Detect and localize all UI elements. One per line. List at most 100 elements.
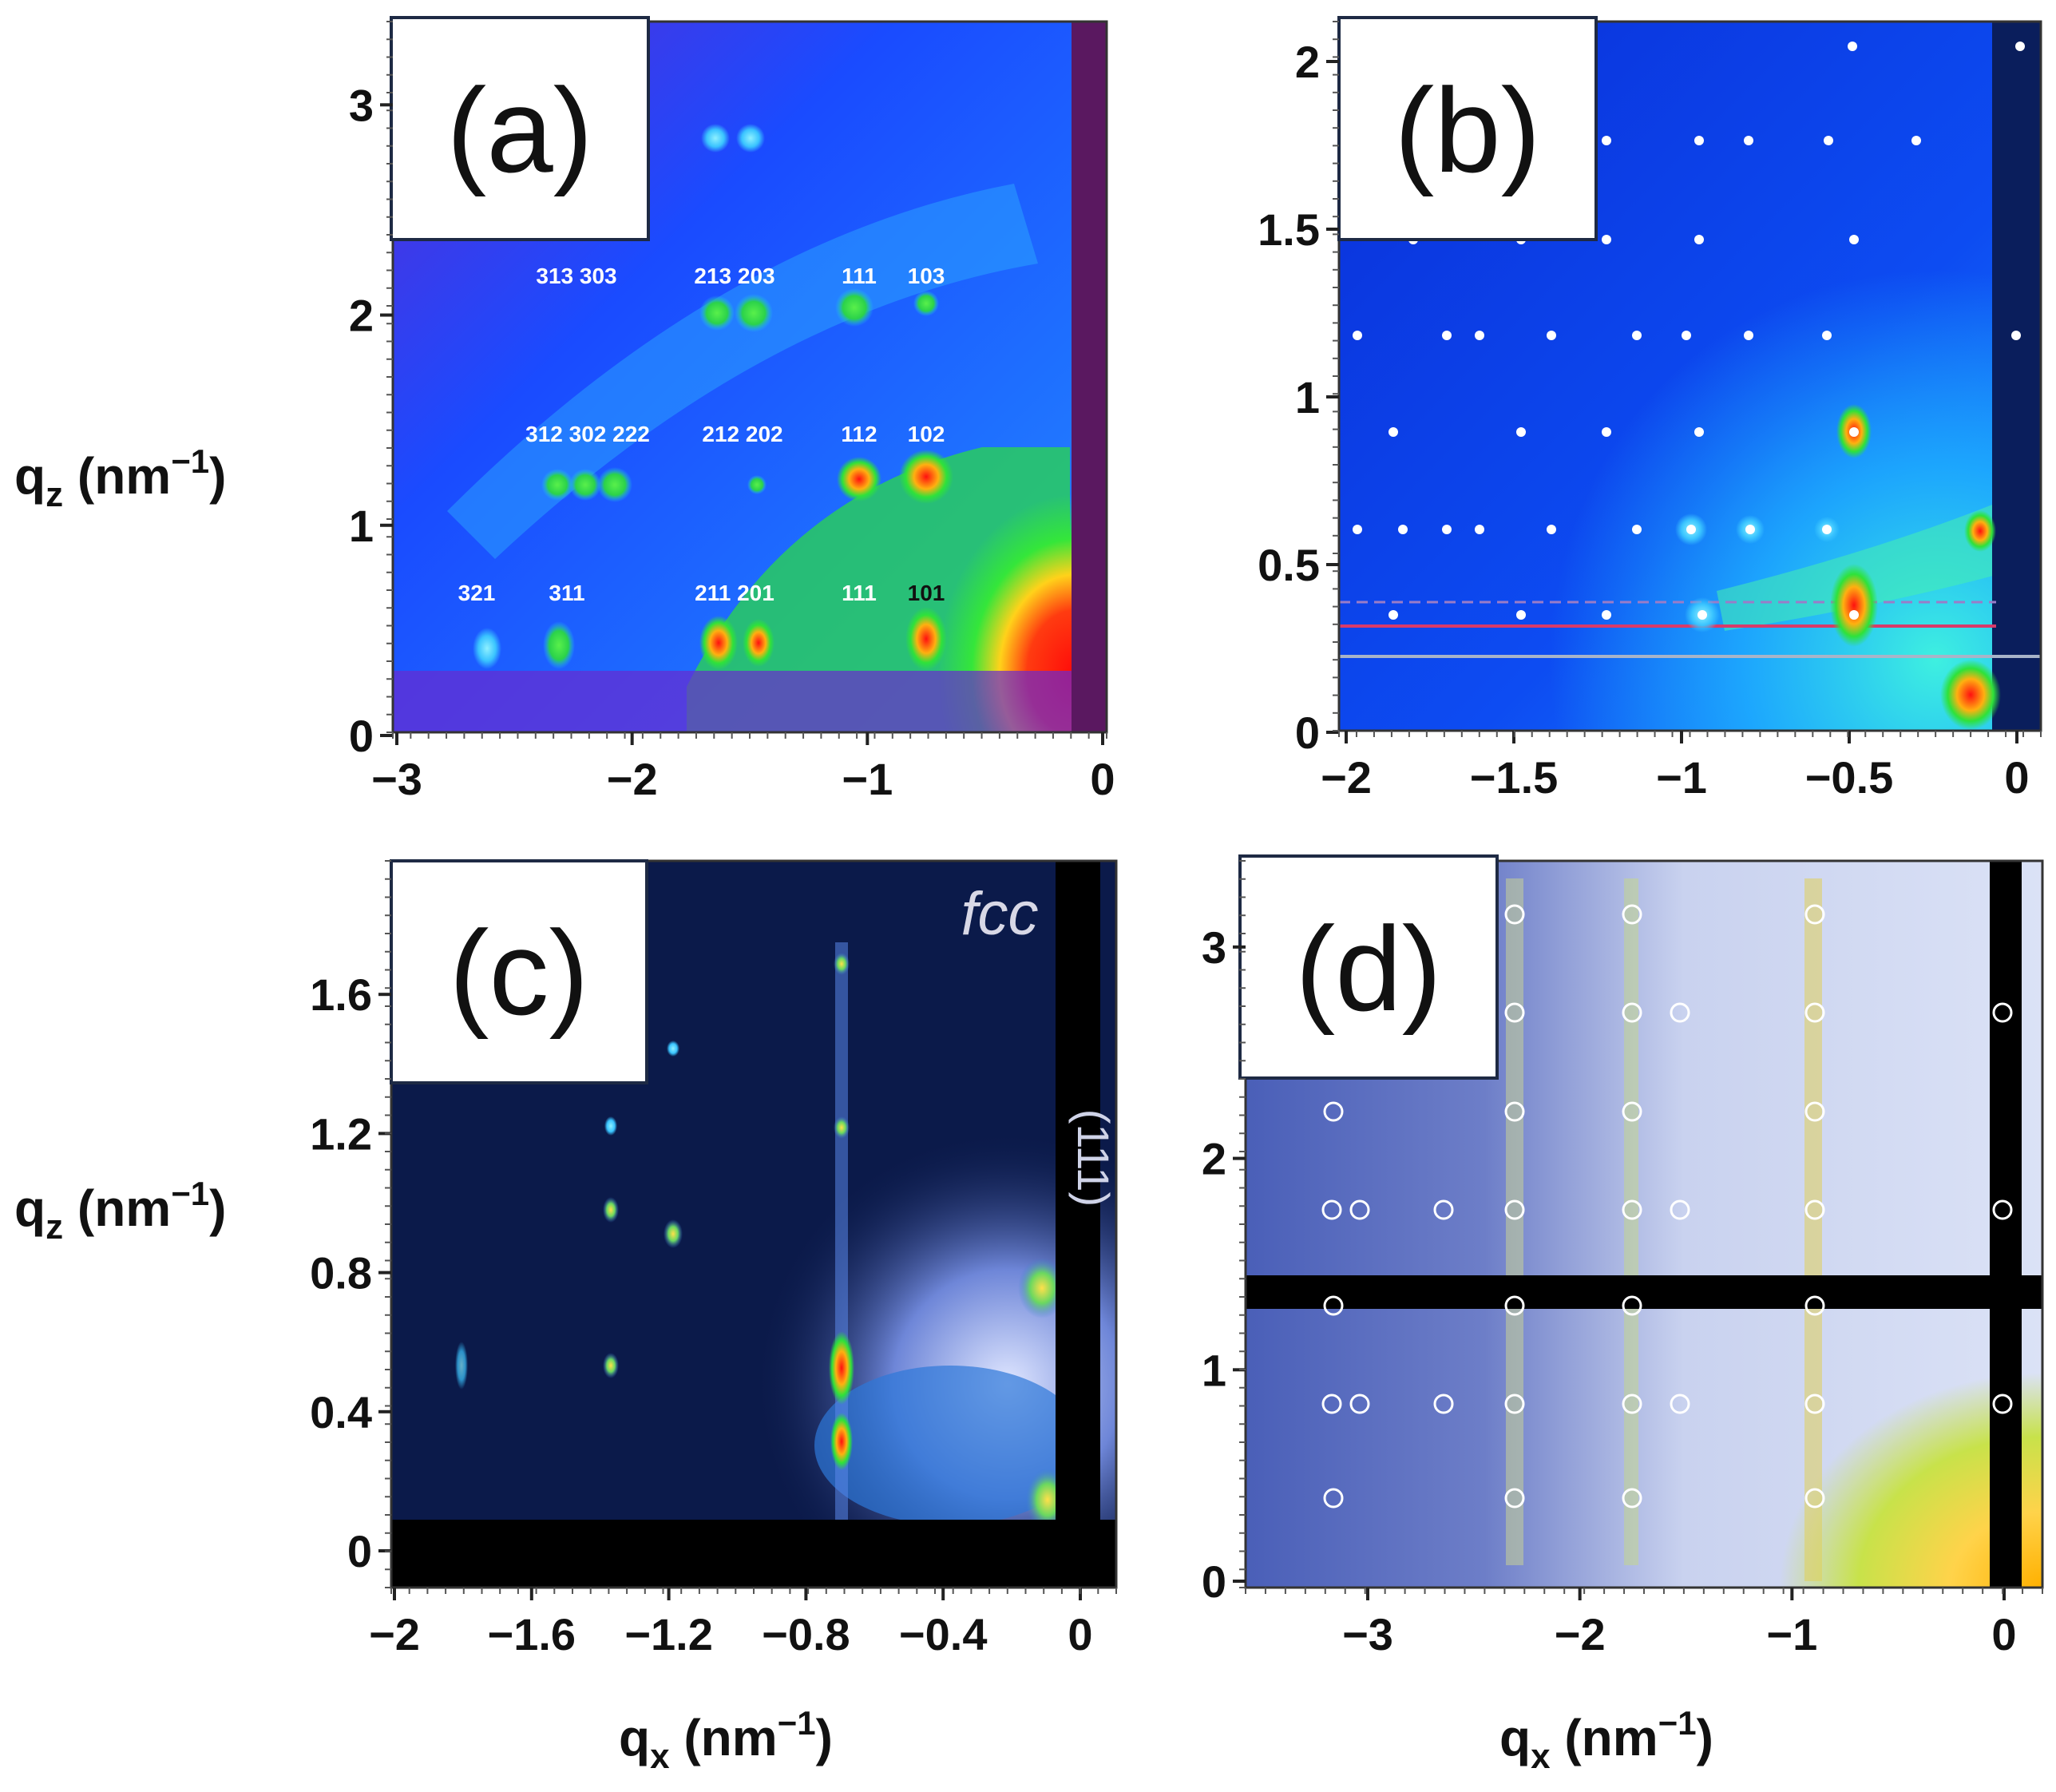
guide-circle [1504,1199,1525,1220]
guide-dot [1849,427,1859,437]
panel-d-streak-3 [1804,878,1822,1581]
spot [743,619,774,667]
x-tick-label: −2 [1555,1609,1606,1659]
guide-circle [1804,1488,1825,1509]
guide-circle [1323,1488,1344,1509]
guide-dot [1822,331,1832,340]
y-tick-label: 2 [349,291,374,341]
guide-dot [1682,331,1691,340]
x-tick-label: −1.2 [624,1609,713,1659]
peak-label-101: 101 [908,581,945,605]
spot [1018,1258,1066,1318]
guide-dot [1744,331,1753,340]
guide-circle [1622,1002,1642,1023]
panel-a-hot-region [798,335,1107,732]
spot [913,291,939,316]
guide-dot [1516,427,1526,437]
guide-circle [1349,1199,1370,1220]
spot [473,628,501,669]
guide-circle [1504,904,1525,925]
guide-dot [1744,136,1753,145]
spot [667,1041,679,1057]
panel-a-diffuse-arc [447,184,1038,559]
guide-dot [1388,427,1398,437]
panel-a-xticks: −3 −2 −1 0 [371,732,1115,804]
x-tick-label: −2 [1321,752,1372,803]
y-tick-label: 0 [1295,708,1320,758]
panel-c-tag: (c) [450,906,589,1040]
y-tick-label: 0.4 [310,1387,372,1437]
panel-d-tag-box [1238,854,1499,1080]
x-tick-label: −0.5 [1805,752,1894,803]
spot [834,953,850,975]
guide-circle [1670,1199,1690,1220]
x-tick-label: 0 [1068,1609,1092,1659]
y-tick-label: 1.2 [310,1108,372,1159]
guide-circle [1804,1002,1825,1023]
x-tick-label: −3 [371,754,422,804]
spot [569,469,601,501]
guide-circle [1622,1295,1642,1316]
guide-circle [1504,1101,1525,1122]
guide-circle [1670,1394,1690,1414]
panel-d-streak-1 [1506,878,1523,1565]
guide-dot [1632,525,1642,534]
panel-b-guide-dots [1353,42,2025,620]
guide-circle [1622,1101,1642,1122]
guide-dot [1849,235,1859,244]
guide-dot [1686,525,1696,534]
panel-d-beamstop-vertical [1990,861,2022,1588]
x-tick-label: −1 [842,754,893,804]
guide-circle [1622,1488,1642,1509]
panel-d-glow [1517,1158,2042,1588]
peak-label-211-201: 211 201 [695,581,774,605]
guide-dot [1547,331,1556,340]
panel-a-bottom-band [393,671,1072,732]
spot [664,1219,683,1248]
guide-circle [1992,1002,2013,1023]
y-tick-label: 2 [1295,37,1320,87]
ylabel-top: qz (nm−1) [14,442,226,514]
guide-circle [1622,904,1642,925]
peak-label-111-top: 111 [842,264,877,288]
y-tick-label: 2 [1202,1134,1226,1184]
guide-dot [1694,235,1704,244]
guide-circle [1504,1488,1525,1509]
panel-a: 313 303 213 203 111 103 312 302 222 212 … [349,16,1115,804]
panel-c-beamstop-vertical [1056,861,1100,1527]
panel-d: (d) 0 1 2 3 −3 −2 −1 0 [1202,854,2044,1659]
guide-circle [1622,1394,1642,1414]
guide-circle [1670,1002,1690,1023]
x-tick-label: −1 [1766,1609,1817,1659]
guide-dot [1353,331,1362,340]
panel-d-streak-2 [1624,878,1638,1565]
spot [541,469,573,501]
guide-circle [1504,1394,1525,1414]
panel-b-tag-box [1337,16,1598,241]
peak-label-103: 103 [908,264,945,288]
panel-c-tag-box [390,859,648,1084]
y-tick-label: 1 [1295,372,1320,422]
guide-dot [1353,525,1362,534]
peak-label-212-202: 212 202 [702,422,782,446]
guide-dot [1694,136,1704,145]
peak-label-102: 102 [908,422,945,446]
guide-dot [1475,525,1484,534]
y-tick-label: 3 [349,80,374,130]
guide-dot [1398,525,1408,534]
guide-dot [1388,610,1398,620]
spot [597,467,632,502]
guide-dot [1849,610,1859,620]
y-tick-label: 0 [349,711,374,761]
peak-label-321: 321 [458,581,496,605]
x-tick-label: −1 [1656,752,1707,803]
peak-label-111-bottom: 111 [842,581,877,605]
guide-circle [1804,1101,1825,1122]
guide-circle [1504,1295,1525,1316]
spot [1964,510,1996,552]
panel-d-beamstop-horizontal [1246,1275,2042,1309]
peak-label-313-303: 313 303 [536,264,616,288]
guide-circle [1433,1394,1454,1414]
guide-circle [1804,904,1825,925]
